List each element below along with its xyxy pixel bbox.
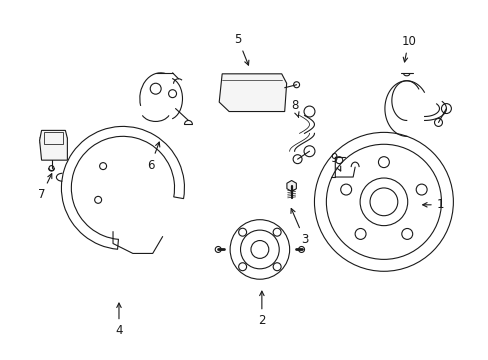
- Text: 5: 5: [234, 33, 248, 65]
- Polygon shape: [286, 180, 296, 192]
- Polygon shape: [40, 130, 67, 160]
- Text: 4: 4: [115, 303, 122, 337]
- Text: 2: 2: [258, 291, 265, 327]
- Polygon shape: [219, 74, 286, 112]
- Text: 9: 9: [330, 152, 340, 171]
- Text: 7: 7: [38, 174, 52, 201]
- Text: 8: 8: [290, 99, 298, 117]
- Text: 3: 3: [290, 208, 307, 246]
- Text: 10: 10: [401, 35, 415, 62]
- Text: 1: 1: [422, 198, 443, 211]
- Text: 6: 6: [147, 142, 160, 172]
